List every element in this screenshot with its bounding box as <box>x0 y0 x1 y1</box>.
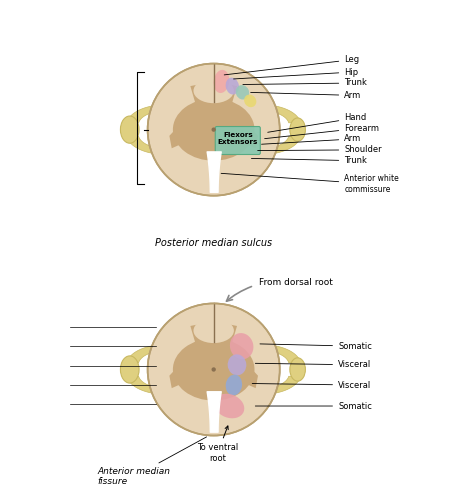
Text: Arm: Arm <box>262 134 362 144</box>
Polygon shape <box>220 365 258 388</box>
Text: Forearm: Forearm <box>264 124 379 139</box>
Polygon shape <box>223 105 301 123</box>
Text: Somatic: Somatic <box>260 342 372 351</box>
Text: Shoulder: Shoulder <box>258 145 382 154</box>
Circle shape <box>147 63 280 196</box>
Text: To ventral
root: To ventral root <box>197 426 238 463</box>
Polygon shape <box>191 323 217 363</box>
Text: Anterior median
fissure: Anterior median fissure <box>97 437 207 486</box>
Ellipse shape <box>290 358 305 381</box>
Polygon shape <box>127 136 204 154</box>
Text: Trunk: Trunk <box>251 156 367 165</box>
Polygon shape <box>223 376 301 394</box>
Polygon shape <box>127 105 204 123</box>
Text: Somatic: Somatic <box>255 401 372 410</box>
Circle shape <box>147 303 280 436</box>
Ellipse shape <box>226 77 239 95</box>
Polygon shape <box>220 125 258 148</box>
Text: Posterior median sulcus: Posterior median sulcus <box>155 238 272 248</box>
Text: From dorsal root: From dorsal root <box>259 278 333 287</box>
Ellipse shape <box>214 70 229 93</box>
Text: Anterior white
commissure: Anterior white commissure <box>221 174 399 194</box>
Ellipse shape <box>120 116 139 143</box>
Polygon shape <box>191 83 217 123</box>
Ellipse shape <box>173 99 255 161</box>
Text: Visceral: Visceral <box>252 381 371 389</box>
Text: Hand: Hand <box>268 114 366 132</box>
Ellipse shape <box>214 394 244 418</box>
Text: Hip: Hip <box>234 67 358 79</box>
Ellipse shape <box>236 85 249 100</box>
Polygon shape <box>169 365 208 388</box>
Ellipse shape <box>230 333 254 359</box>
Text: Trunk: Trunk <box>243 78 367 88</box>
Polygon shape <box>223 345 301 363</box>
Polygon shape <box>210 323 237 363</box>
Text: Visceral: Visceral <box>255 360 371 369</box>
Circle shape <box>211 367 216 372</box>
Polygon shape <box>169 125 208 148</box>
Ellipse shape <box>193 78 234 103</box>
Ellipse shape <box>244 95 256 107</box>
Ellipse shape <box>120 356 139 383</box>
Text: Leg: Leg <box>224 55 359 75</box>
Ellipse shape <box>193 318 234 343</box>
Ellipse shape <box>226 375 242 395</box>
Polygon shape <box>127 376 204 394</box>
Circle shape <box>211 127 216 132</box>
Polygon shape <box>210 83 237 123</box>
Text: Flexors
Extensors: Flexors Extensors <box>218 132 258 145</box>
Ellipse shape <box>228 354 246 375</box>
Ellipse shape <box>173 339 255 400</box>
Text: Arm: Arm <box>251 91 362 100</box>
Ellipse shape <box>290 118 305 141</box>
Polygon shape <box>127 345 204 363</box>
Polygon shape <box>223 136 301 154</box>
FancyBboxPatch shape <box>215 127 260 154</box>
